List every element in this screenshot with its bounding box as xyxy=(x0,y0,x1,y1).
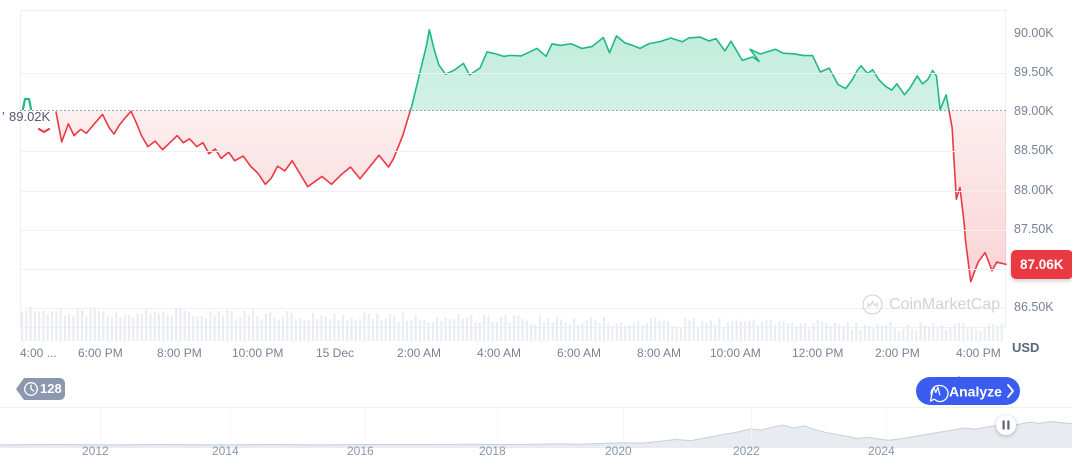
svg-text:Analyze: Analyze xyxy=(949,384,1002,400)
